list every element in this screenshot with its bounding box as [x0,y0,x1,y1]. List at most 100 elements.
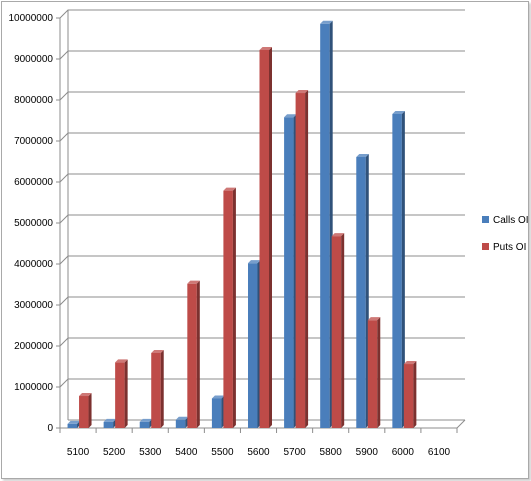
x-tick-label: 5200 [103,447,126,458]
bar-puts [151,349,164,428]
legend: Calls OI Puts OI [482,215,529,253]
bar-top [259,46,272,50]
bar-front [320,23,330,429]
bar-top [295,90,309,94]
bar-side [269,46,272,428]
bar-puts [115,359,128,428]
bar-front [356,156,366,429]
bar-front [331,236,342,428]
y-tick-label: 6000000 [14,177,53,188]
y-tick-label: 5000000 [14,218,53,229]
bar-calls [284,114,297,428]
bar-front [392,113,402,428]
bar-calls [392,110,405,428]
bar-puts [403,361,417,428]
x-tick-label: 5500 [211,447,234,458]
bar-side [88,393,92,428]
legend-label-puts: Puts OI [493,242,526,253]
bar-top [151,349,164,353]
bar-top [211,395,225,399]
bar-top [248,260,261,264]
bar-side [341,233,345,428]
bar-side [377,317,381,428]
bar-calls [175,416,189,428]
bar-top [223,187,236,191]
bar-front [259,49,269,428]
bar-front [223,190,233,428]
y-tick-label: 9000000 [14,54,53,65]
bar-side [124,359,128,428]
bar-front [103,421,114,428]
bar-front [211,398,222,428]
bar-top [367,317,381,321]
bar-top [175,416,189,420]
x-tick-label: 5800 [320,447,343,458]
y-axis-tick-labels: 0 1000000 2000000 3000000 4000000 5000000 6000… [9,13,54,434]
bar-front [187,283,197,428]
bar-top [139,418,153,422]
bar-side [305,90,309,428]
bar-puts [259,46,272,428]
bar-top [187,280,200,284]
bar-side [401,110,405,428]
legend-item-calls: Calls OI [482,215,529,226]
bar-calls [67,420,81,428]
bar-puts [79,393,92,428]
x-tick-label: 6100 [428,447,451,458]
x-tick-label: 5700 [283,447,306,458]
bar-puts [223,187,236,428]
bar-top [79,393,92,397]
bar-side [196,280,200,428]
legend-swatch-puts [482,243,489,250]
bar-top [356,153,369,157]
y-tick-label: 10000000 [9,13,54,24]
bar-front [139,421,150,428]
bar-puts [367,317,381,428]
bars [67,20,417,429]
bar-top [392,110,405,114]
legend-item-puts: Puts OI [482,242,526,253]
bar-puts [295,90,309,428]
x-axis-tick-labels: 5100 5200 5300 5400 5500 5600 5700 5800 5900 6000… [67,447,451,458]
bar-side [160,349,164,428]
y-tick-label: 8000000 [14,95,53,106]
bar-top [320,20,333,24]
bar-front [403,364,414,428]
floor-right-edge [456,419,466,429]
y-tick-label: 4000000 [14,259,53,270]
bar-calls [103,418,117,428]
gridline [59,9,465,19]
bar-side [413,361,417,428]
bar-calls [320,20,333,429]
y-tick-label: 7000000 [14,136,53,147]
x-tick-label: 5300 [139,447,162,458]
bar-calls [248,260,261,428]
bar-front [115,362,125,428]
x-tick-label: 5900 [356,447,379,458]
bar-side [232,187,236,428]
bar-top [115,359,128,363]
x-tick-label: 6000 [392,447,415,458]
bar-front [175,419,186,428]
x-tick-label: 5400 [175,447,198,458]
x-tick-label: 5600 [247,447,270,458]
bar-top [403,361,417,365]
y-tick-label: 2000000 [14,341,53,352]
bar-calls [356,153,369,429]
bar-front [151,352,161,428]
y-tick-label: 1000000 [14,382,53,393]
bar-top [331,233,345,237]
bar-front [367,320,378,428]
bar-calls [139,418,153,428]
bar-front [295,93,306,428]
bar-puts [331,233,345,428]
x-tick-label: 5100 [67,447,90,458]
bar-top [67,420,81,424]
bar-front [79,396,89,428]
bar-top [284,114,297,118]
legend-label-calls: Calls OI [493,215,529,226]
bar-front [67,423,78,428]
y-tick-label: 3000000 [14,300,53,311]
y-tick-label: 0 [47,423,53,434]
